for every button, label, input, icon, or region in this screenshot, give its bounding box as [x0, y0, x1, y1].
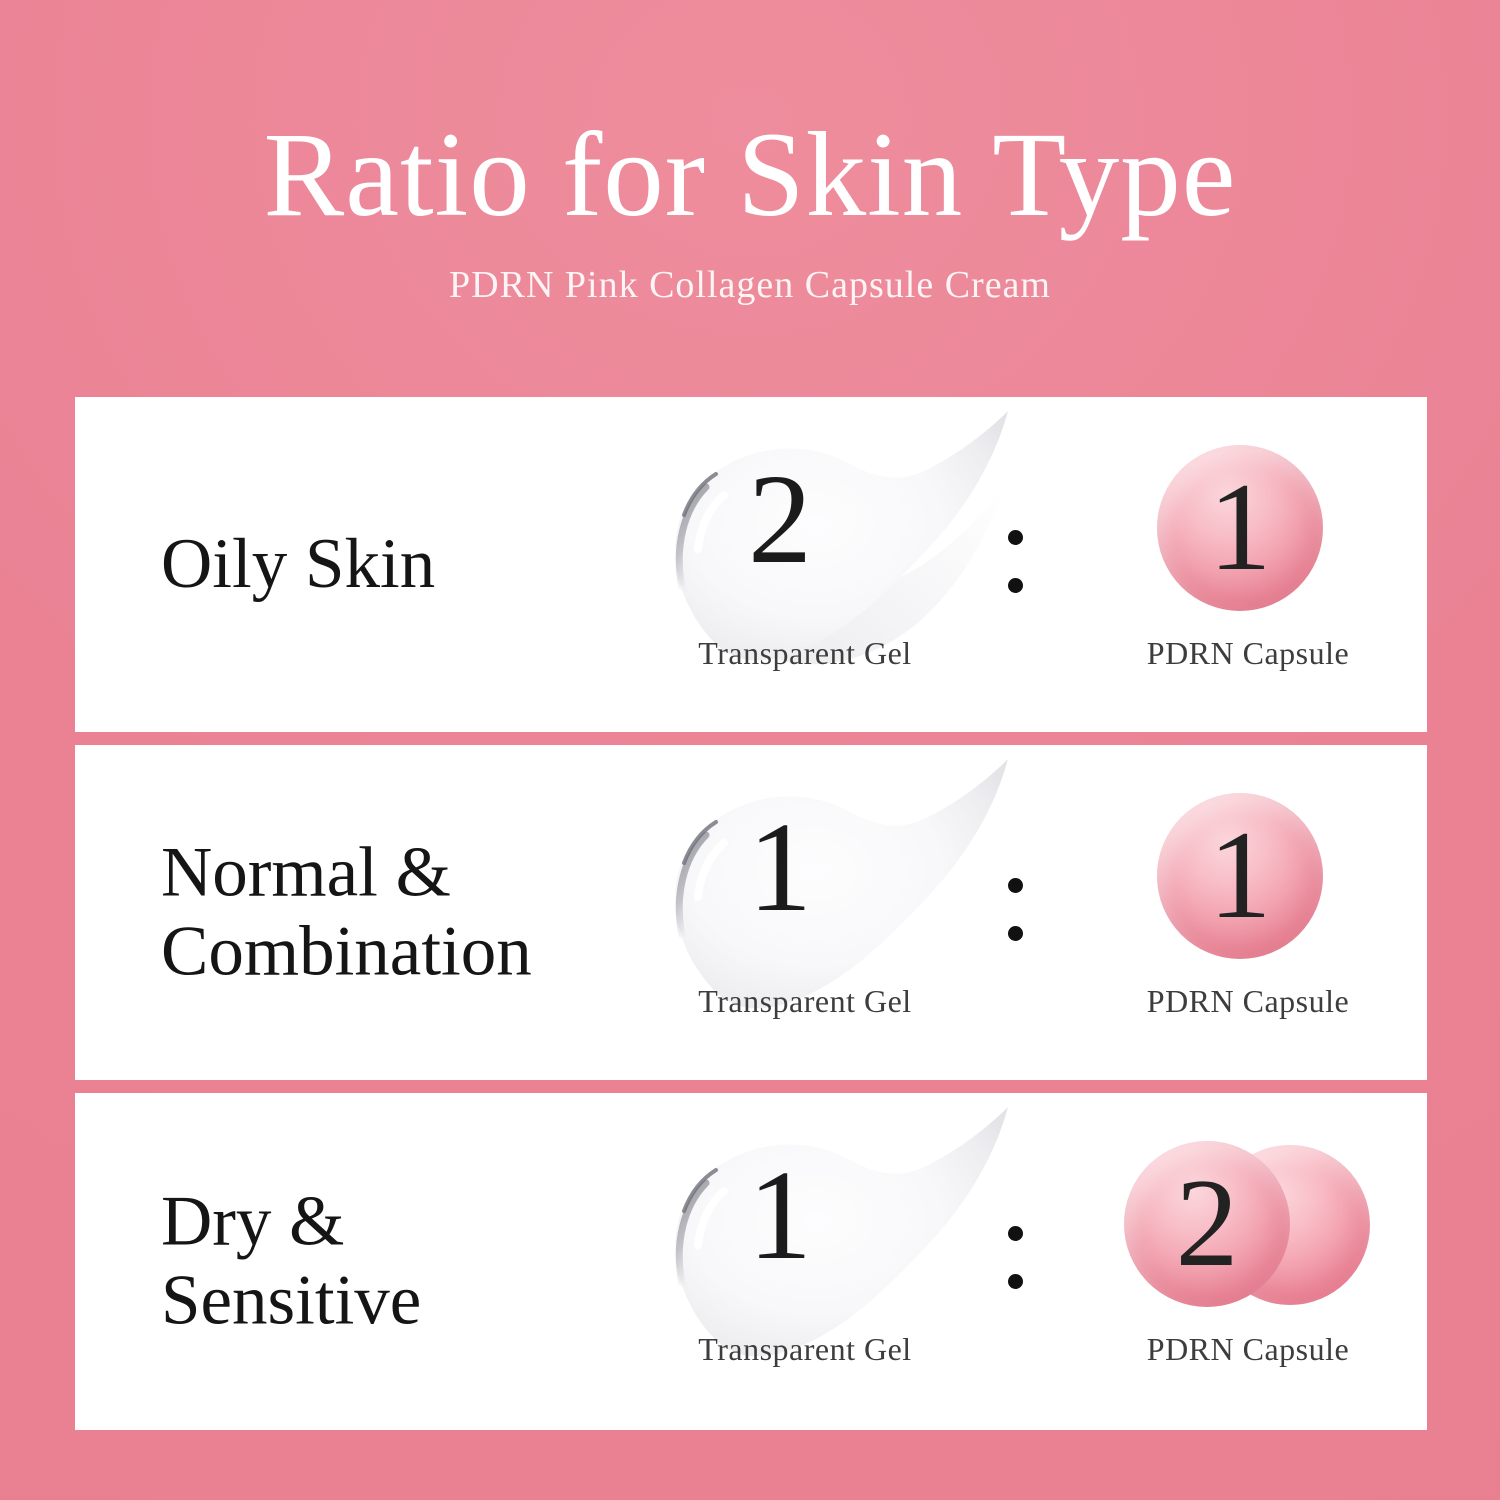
capsule-parts-count: 1 — [1208, 458, 1272, 597]
colon-dot-bottom — [1007, 926, 1023, 941]
page-title: Ratio for Skin Type — [263, 108, 1237, 242]
skin-type-card-normal-combination: Normal & Combination 1 Transparent Gel 1… — [75, 745, 1427, 1080]
header: Ratio for Skin Type PDRN Pink Collagen C… — [0, 0, 1500, 307]
gel-caption: Transparent Gel — [698, 983, 912, 1019]
skin-type-line1: Oily Skin — [161, 524, 436, 603]
skin-type-line2: Combination — [161, 912, 532, 991]
pdrn-capsule-figure: 1 PDRN Capsule — [1110, 745, 1390, 1080]
pdrn-capsule-sphere: 1 — [1157, 445, 1323, 611]
capsule-caption: PDRN Capsule — [1146, 983, 1350, 1019]
skin-type-card-dry-sensitive: Dry & Sensitive 1 Transparent Gel 2 PDRN — [75, 1093, 1427, 1430]
colon-dot-top — [1007, 530, 1023, 545]
skin-type-line1: Dry & — [161, 1181, 345, 1260]
capsule-caption: PDRN Capsule — [1146, 635, 1350, 671]
gel-smear-illustration — [675, 1107, 1008, 1357]
capsule-parts-count: 1 — [1208, 806, 1272, 945]
gel-parts-count: 2 — [748, 448, 812, 590]
skin-type-line1: Normal & — [161, 832, 451, 911]
ratio-colon-icon — [1000, 530, 1030, 593]
skin-type-label: Normal & Combination — [161, 833, 532, 992]
skin-type-label: Dry & Sensitive — [161, 1182, 421, 1341]
page-subtitle: PDRN Pink Collagen Capsule Cream — [449, 264, 1051, 307]
colon-dot-top — [1007, 1226, 1023, 1241]
pdrn-capsule-sphere: 1 — [1157, 793, 1323, 959]
pdrn-capsule-figure: 2 PDRN Capsule — [1110, 1093, 1390, 1430]
transparent-gel-figure: 1 Transparent Gel — [650, 1093, 1020, 1430]
gel-parts-count: 1 — [748, 1144, 812, 1286]
colon-dot-bottom — [1007, 578, 1023, 593]
gel-parts-count: 1 — [748, 796, 812, 938]
colon-dot-top — [1007, 878, 1023, 893]
pdrn-capsule-figure: 1 PDRN Capsule — [1110, 397, 1390, 732]
capsule-parts-count: 2 — [1175, 1154, 1239, 1293]
colon-dot-bottom — [1007, 1274, 1023, 1289]
ratio-colon-icon — [1000, 878, 1030, 941]
gel-smear-illustration — [675, 759, 1008, 1009]
transparent-gel-figure: 2 Transparent Gel — [650, 397, 1020, 732]
gel-smear-illustration — [675, 411, 1008, 665]
skin-type-label: Oily Skin — [161, 525, 435, 605]
skin-type-card-oily: Oily Skin 2 Transparent Gel 1 PDRN Capsu… — [75, 397, 1427, 732]
skin-type-line2: Sensitive — [161, 1261, 422, 1340]
gel-caption: Transparent Gel — [698, 635, 912, 671]
transparent-gel-figure: 1 Transparent Gel — [650, 745, 1020, 1080]
pdrn-capsule-sphere: 2 — [1124, 1141, 1290, 1307]
ratio-colon-icon — [1000, 1226, 1030, 1289]
gel-caption: Transparent Gel — [698, 1331, 912, 1367]
capsule-caption: PDRN Capsule — [1146, 1331, 1350, 1367]
